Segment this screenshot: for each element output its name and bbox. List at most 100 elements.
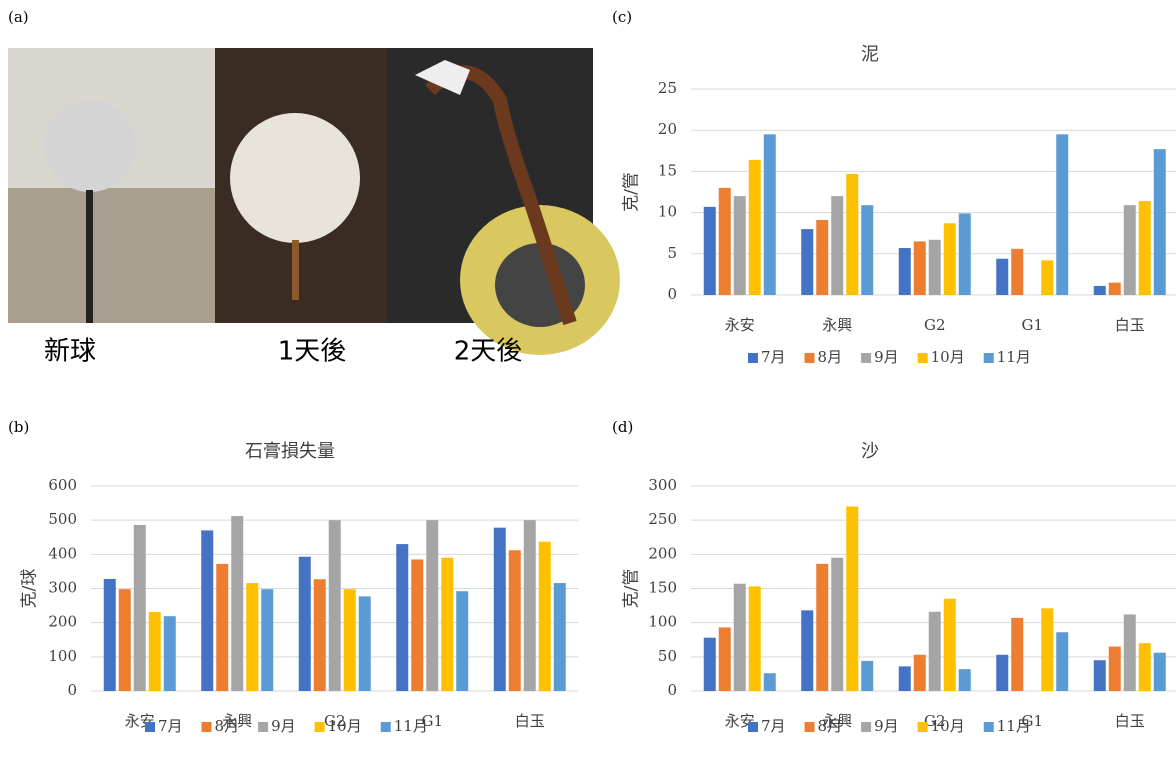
bar xyxy=(816,220,829,295)
bar xyxy=(801,610,814,691)
legend-label: 7月 xyxy=(761,717,786,735)
bar xyxy=(1093,660,1106,691)
bar xyxy=(1108,646,1121,691)
y-tick-label: 5 xyxy=(667,244,677,262)
bar xyxy=(103,578,116,691)
y-tick-label: 15 xyxy=(658,161,677,179)
bar xyxy=(846,173,859,295)
bar xyxy=(703,206,716,295)
x-tick-label: 永安 xyxy=(725,316,755,334)
legend-label: 8月 xyxy=(215,717,240,735)
legend-swatch xyxy=(748,722,758,732)
bar xyxy=(523,520,536,691)
bar xyxy=(1041,260,1054,295)
legend-label: 9月 xyxy=(874,348,899,366)
residue xyxy=(415,60,470,95)
bar xyxy=(718,187,731,295)
bar xyxy=(358,596,371,691)
x-tick-label: 永興 xyxy=(822,316,852,334)
x-tick-label: 白玉 xyxy=(1115,712,1145,730)
bar xyxy=(231,516,244,691)
bar xyxy=(246,583,259,691)
x-tick-label: G2 xyxy=(324,712,346,730)
legend-label: 11月 xyxy=(997,717,1031,735)
bar xyxy=(328,520,341,691)
bar xyxy=(846,506,859,691)
legend-swatch xyxy=(258,722,269,732)
bar xyxy=(1056,134,1069,295)
legend-label: 7月 xyxy=(158,717,183,735)
x-tick-label: 永興 xyxy=(822,712,852,730)
bar xyxy=(703,637,716,691)
bar xyxy=(298,556,311,691)
x-tick-label: G2 xyxy=(924,316,946,334)
legend-swatch xyxy=(380,722,391,732)
bar xyxy=(898,248,911,295)
bar xyxy=(493,527,506,691)
legend-swatch xyxy=(804,353,815,363)
pole xyxy=(86,190,93,323)
panel-label: (d) xyxy=(612,418,633,436)
legend-label: 8月 xyxy=(818,348,843,366)
bar xyxy=(411,559,424,691)
legend-label: 10月 xyxy=(328,717,362,735)
y-tick-label: 250 xyxy=(648,510,677,528)
bar xyxy=(148,612,161,691)
bar xyxy=(133,524,146,691)
bar xyxy=(201,530,214,691)
bar xyxy=(1108,282,1121,295)
bar xyxy=(1123,614,1136,691)
legend-swatch xyxy=(804,722,815,732)
panel-label: (b) xyxy=(8,418,29,436)
bar xyxy=(1138,201,1151,295)
bar xyxy=(816,563,829,691)
x-tick-label: G1 xyxy=(1021,316,1043,334)
bar xyxy=(396,544,409,691)
y-axis-label: 克/球 xyxy=(20,569,40,609)
legend-label: 10月 xyxy=(931,348,965,366)
legend-swatch xyxy=(201,722,212,732)
bar xyxy=(733,583,746,691)
bar xyxy=(553,583,566,691)
y-tick-label: 0 xyxy=(667,681,677,699)
bar xyxy=(748,586,761,691)
panel-label: (a) xyxy=(8,8,29,26)
y-tick-label: 100 xyxy=(648,613,677,631)
y-tick-label: 50 xyxy=(658,647,677,665)
y-tick-label: 100 xyxy=(48,647,77,665)
y-tick-label: 20 xyxy=(658,120,677,138)
bar xyxy=(441,557,454,691)
y-tick-label: 500 xyxy=(48,510,77,528)
photo-caption: 新球 xyxy=(44,337,96,367)
chart-title: 沙 xyxy=(861,441,879,462)
chart-title: 泥 xyxy=(861,44,879,65)
x-tick-label: G1 xyxy=(421,712,443,730)
legend-swatch xyxy=(861,722,872,732)
legend-label: 7月 xyxy=(761,348,786,366)
bar xyxy=(831,557,844,691)
legend-label: 11月 xyxy=(394,717,428,735)
y-axis-label: 克/管 xyxy=(622,569,642,609)
y-tick-label: 150 xyxy=(648,579,677,597)
panel-label: (c) xyxy=(612,8,632,26)
bar xyxy=(1123,205,1136,295)
bar xyxy=(1011,248,1024,295)
bar xyxy=(733,196,746,295)
legend-label: 10月 xyxy=(931,717,965,735)
bar xyxy=(118,589,131,691)
bar xyxy=(1056,632,1069,691)
bar xyxy=(861,205,874,295)
photo-caption: 1天後 xyxy=(278,337,347,367)
pole xyxy=(292,240,299,300)
bar xyxy=(943,598,956,691)
bar xyxy=(996,258,1009,295)
bar xyxy=(1153,149,1166,295)
bar xyxy=(928,611,941,691)
bar xyxy=(943,223,956,295)
y-tick-label: 400 xyxy=(48,544,77,562)
bar xyxy=(831,196,844,295)
legend-swatch xyxy=(983,722,994,732)
bar xyxy=(1153,652,1166,691)
y-tick-label: 600 xyxy=(48,476,77,494)
